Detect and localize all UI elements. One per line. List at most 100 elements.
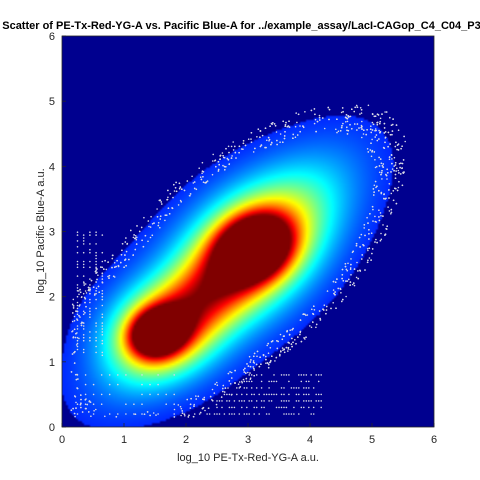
outlier-point bbox=[228, 151, 230, 154]
outlier-point bbox=[402, 159, 405, 161]
outlier-point bbox=[293, 413, 295, 415]
y-tick-label: 3 bbox=[49, 227, 55, 239]
outlier-point bbox=[358, 127, 360, 129]
outlier-point bbox=[328, 108, 331, 111]
outlier-point bbox=[250, 400, 253, 402]
outlier-point bbox=[89, 266, 91, 269]
outlier-point bbox=[300, 340, 303, 343]
plot-area bbox=[62, 36, 434, 427]
outlier-point bbox=[373, 115, 376, 118]
outlier-point bbox=[336, 278, 338, 280]
outlier-point bbox=[76, 301, 79, 304]
outlier-point bbox=[76, 251, 79, 254]
outlier-point bbox=[242, 369, 245, 371]
outlier-point bbox=[82, 281, 85, 283]
outlier-point bbox=[334, 294, 336, 296]
outlier-point bbox=[201, 170, 204, 172]
outlier-point bbox=[86, 403, 89, 406]
outlier-point bbox=[303, 393, 305, 396]
outlier-point bbox=[233, 413, 236, 415]
outlier-point bbox=[143, 413, 146, 416]
outlier-point bbox=[374, 166, 377, 169]
outlier-point bbox=[178, 187, 181, 190]
outlier-point bbox=[380, 232, 382, 235]
outlier-point bbox=[382, 224, 384, 226]
outlier-point bbox=[401, 167, 404, 169]
outlier-point bbox=[214, 159, 217, 161]
outlier-point bbox=[280, 350, 282, 352]
outlier-point bbox=[235, 157, 237, 159]
outlier-point bbox=[283, 413, 285, 415]
outlier-point bbox=[231, 413, 233, 415]
outlier-point bbox=[276, 143, 278, 146]
outlier-point bbox=[317, 393, 320, 396]
outlier-point bbox=[378, 216, 380, 218]
outlier-point bbox=[283, 137, 286, 140]
outlier-point bbox=[98, 291, 100, 294]
outlier-point bbox=[241, 380, 243, 383]
outlier-point bbox=[305, 380, 308, 383]
outlier-point bbox=[218, 413, 221, 415]
outlier-point bbox=[138, 230, 141, 233]
outlier-point bbox=[224, 387, 227, 389]
outlier-point bbox=[283, 387, 285, 389]
outlier-point bbox=[253, 406, 255, 409]
outlier-point bbox=[165, 214, 168, 216]
outlier-point bbox=[184, 415, 186, 417]
outlier-point bbox=[356, 261, 358, 264]
outlier-point bbox=[268, 393, 270, 396]
outlier-point bbox=[349, 268, 352, 271]
outlier-point bbox=[371, 113, 374, 116]
outlier-point bbox=[211, 388, 214, 391]
outlier-point bbox=[75, 378, 78, 381]
outlier-point bbox=[101, 260, 104, 263]
outlier-point bbox=[290, 387, 293, 389]
outlier-point bbox=[135, 238, 138, 241]
outlier-point bbox=[299, 333, 301, 336]
outlier-point bbox=[382, 166, 385, 168]
outlier-point bbox=[400, 147, 402, 150]
outlier-point bbox=[399, 166, 401, 169]
outlier-point bbox=[313, 309, 316, 311]
outlier-point bbox=[394, 145, 397, 148]
outlier-point bbox=[128, 258, 130, 261]
outlier-point bbox=[197, 395, 200, 398]
outlier-point bbox=[167, 189, 169, 192]
outlier-point bbox=[95, 322, 97, 324]
outlier-point bbox=[401, 162, 404, 165]
outlier-point bbox=[342, 280, 345, 282]
outlier-point bbox=[308, 387, 310, 389]
outlier-point bbox=[292, 327, 294, 330]
outlier-point bbox=[231, 377, 233, 379]
outlier-point bbox=[345, 114, 348, 116]
outlier-point bbox=[336, 118, 338, 120]
outlier-point bbox=[367, 249, 369, 252]
outlier-point bbox=[388, 197, 390, 199]
outlier-point bbox=[141, 403, 143, 406]
outlier-point bbox=[368, 229, 370, 231]
outlier-point bbox=[378, 129, 380, 132]
outlier-point bbox=[381, 113, 383, 115]
outlier-point bbox=[256, 136, 258, 138]
outlier-point bbox=[75, 332, 77, 335]
outlier-point bbox=[231, 155, 233, 157]
outlier-point bbox=[378, 138, 380, 140]
outlier-point bbox=[341, 268, 344, 271]
outlier-point bbox=[259, 356, 261, 359]
outlier-point bbox=[383, 122, 386, 125]
outlier-point bbox=[363, 227, 366, 229]
outlier-point bbox=[236, 393, 238, 396]
outlier-point bbox=[101, 351, 104, 354]
outlier-point bbox=[126, 243, 128, 245]
outlier-point bbox=[387, 172, 389, 174]
outlier-point bbox=[76, 342, 79, 345]
outlier-point bbox=[84, 290, 87, 292]
outlier-point bbox=[228, 406, 231, 409]
outlier-point bbox=[89, 331, 91, 333]
outlier-point bbox=[74, 415, 76, 418]
outlier-point bbox=[189, 407, 192, 409]
outlier-point bbox=[114, 266, 116, 269]
outlier-point bbox=[76, 413, 79, 415]
outlier-point bbox=[380, 162, 383, 165]
outlier-point bbox=[299, 130, 302, 133]
